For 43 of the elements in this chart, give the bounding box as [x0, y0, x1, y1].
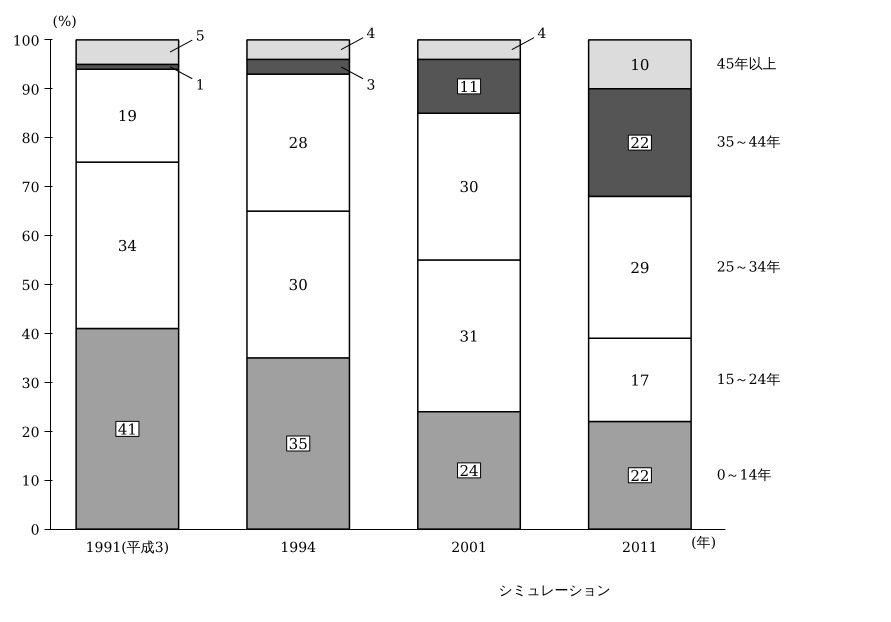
y-tick-label: 100	[12, 33, 40, 50]
y-tick-label: 80	[22, 131, 40, 148]
data-label: 31	[460, 327, 479, 346]
series-label: 0～14年	[716, 467, 772, 484]
data-label: 11	[460, 78, 479, 96]
y-tick-label: 20	[22, 424, 40, 441]
series-label: 25～34年	[716, 259, 780, 276]
y-tick-label: 30	[22, 376, 40, 392]
text: シミュレーション	[498, 583, 610, 600]
data-label: 19	[118, 107, 137, 126]
data-label: 3	[366, 77, 376, 94]
x-tick-label: 2011	[622, 540, 658, 556]
series-label: 45年以上	[716, 56, 777, 72]
y-tick-label: 50	[22, 278, 40, 294]
data-label: 5	[196, 28, 205, 44]
y-axis-title: (%)	[52, 14, 77, 30]
data-label: 30	[460, 178, 479, 196]
x-tick-label: 1991(平成3)	[86, 540, 170, 556]
data-label: 1	[196, 77, 205, 94]
data-label: 28	[288, 134, 308, 152]
y-tick-label: 0	[30, 522, 40, 539]
series-label: 35～44年	[716, 134, 780, 151]
data-label: 4	[366, 26, 376, 42]
data-label: 35	[288, 434, 308, 453]
y-tick-label: 10	[22, 474, 40, 490]
data-label: 29	[630, 258, 650, 277]
y-tick-label: 60	[22, 229, 40, 246]
data-label: 10	[630, 56, 650, 74]
data-label: 41	[118, 420, 137, 438]
data-label: 30	[288, 276, 308, 294]
series-label: 15～24年	[716, 372, 780, 388]
x-tick-label: 2001	[451, 540, 487, 556]
x-axis-title: (年)	[691, 535, 716, 552]
y-tick-label: 70	[22, 180, 40, 196]
y-tick-label: 90	[22, 82, 40, 98]
y-tick-label: 40	[22, 326, 40, 343]
data-label: 22	[630, 134, 650, 152]
data-label: 34	[118, 236, 137, 255]
x-tick-label: 1994	[280, 540, 316, 556]
data-label: 4	[537, 26, 546, 42]
data-label: 24	[460, 462, 479, 480]
data-label: 22	[630, 466, 650, 485]
data-label: 17	[630, 371, 650, 390]
